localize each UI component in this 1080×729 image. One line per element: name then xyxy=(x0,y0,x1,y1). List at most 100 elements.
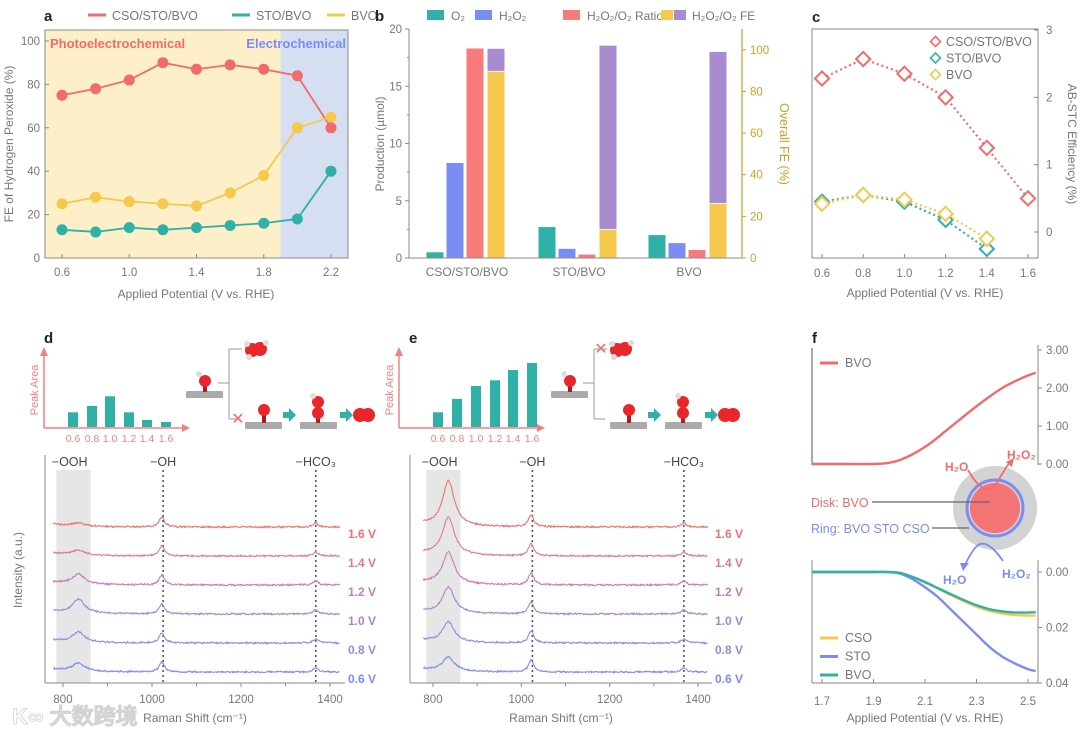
panel-b: CSO/STO/BVO STO/BVO BVO 0 5 10 15 20 0 20 40 60 80 10… xyxy=(373,8,791,279)
x-tick-label: 1.4 xyxy=(979,268,996,280)
data-point xyxy=(224,187,236,199)
data-point xyxy=(191,63,202,75)
data-point xyxy=(325,122,337,134)
x-tick-label: 1000 xyxy=(509,694,535,706)
x-tick-label: BVO xyxy=(676,265,701,279)
y-tick-label: 2.00 xyxy=(1046,383,1068,395)
arrow-icon xyxy=(1006,458,1014,467)
data-point xyxy=(56,224,68,236)
potential-label: 1.4 V xyxy=(348,556,376,570)
series-line xyxy=(821,193,988,250)
legend-swatch xyxy=(661,10,673,20)
inset-bar xyxy=(105,396,115,427)
x-tick-label: 2.1 xyxy=(917,696,933,708)
arrow-icon xyxy=(340,408,353,422)
region-label: Electrochemical xyxy=(246,36,346,51)
panel-letter: b xyxy=(375,8,384,25)
h2o-label: H₂O xyxy=(945,460,968,474)
arrow-icon xyxy=(537,424,545,432)
data-point xyxy=(291,70,303,82)
data-point xyxy=(123,196,135,208)
legend-swatch xyxy=(427,10,444,20)
y2-tick-label: 100 xyxy=(750,45,769,57)
potential-label: 1.4 V xyxy=(715,556,743,570)
surface-slab xyxy=(300,422,337,429)
panel-letter: f xyxy=(812,330,818,347)
x-tick-label: 1.6 xyxy=(1020,268,1036,280)
arrow-icon xyxy=(40,347,48,356)
x-tick-label: 0.8 xyxy=(855,268,871,280)
oxygen-atom xyxy=(623,404,635,416)
arrow-icon xyxy=(648,408,661,422)
region-label: Photoelectrochemical xyxy=(50,36,185,51)
data-point xyxy=(258,217,270,229)
bond xyxy=(262,412,266,423)
raman-spectrum xyxy=(52,660,340,674)
bar xyxy=(558,248,576,258)
legend-label: CSO/STO/BVO xyxy=(112,9,198,23)
disk-label: Disk: BVO xyxy=(811,496,869,510)
inset-tick-label: 1.0 xyxy=(103,433,118,445)
inset-tick-label: 1.4 xyxy=(140,433,155,445)
y-tick-label: 1.00 xyxy=(1046,421,1068,433)
legend-label: H₂O₂ xyxy=(499,9,527,23)
legend-label: BVO xyxy=(845,668,872,682)
y-tick-label: 60 xyxy=(27,123,40,135)
y-axis-title: Production (µmol) xyxy=(373,97,387,192)
x-axis-title: Applied Potential (V vs. RHE) xyxy=(118,287,275,301)
inset-tick-label: 0.8 xyxy=(450,433,465,445)
potential-label: 1.6 V xyxy=(715,527,743,541)
hydrogen-atom xyxy=(196,371,202,377)
raman-spectrum xyxy=(423,585,708,616)
peak-label: −OH xyxy=(519,455,545,469)
reaction-scheme: ✕ xyxy=(186,340,375,429)
y2-tick-label: 40 xyxy=(750,170,763,182)
data-point xyxy=(90,83,102,95)
ring-current-curve xyxy=(811,570,1036,614)
inset-bar xyxy=(87,405,97,427)
data-point xyxy=(325,111,337,123)
x-tick-label: 0.6 xyxy=(54,267,70,279)
inset-bar xyxy=(490,380,500,427)
legend-label: BVO xyxy=(946,68,973,82)
peak-label: −OH xyxy=(150,455,176,469)
surface-slab xyxy=(551,391,588,398)
y-tick-label: 0.04 xyxy=(1046,678,1069,690)
hydrogen-atom xyxy=(561,371,567,377)
hydrogen-atom xyxy=(244,341,250,347)
x-tick-label: 1400 xyxy=(685,694,711,706)
bar xyxy=(668,243,686,258)
bar-o2-fe xyxy=(709,51,727,204)
data-point xyxy=(813,69,831,87)
y-axis-title: Intensity (a.u.) xyxy=(11,532,25,608)
oxygen-atom xyxy=(677,396,689,408)
oxygen-atom xyxy=(253,342,267,356)
region-electrochemical xyxy=(280,30,348,258)
disk-electrode xyxy=(970,483,1020,533)
inset-tick-label: 0.6 xyxy=(431,433,446,445)
oxygen-atom xyxy=(618,342,632,356)
x-tick-label: 800 xyxy=(423,694,442,706)
inset-bar xyxy=(68,412,78,427)
inset-tick-label: 1.6 xyxy=(159,433,174,445)
potential-label: 1.2 V xyxy=(715,585,743,599)
legend-marker xyxy=(929,68,942,81)
bond xyxy=(203,384,207,392)
ring-electrode xyxy=(965,478,1025,538)
raman-spectrum xyxy=(422,550,708,587)
y-tick-label: 80 xyxy=(27,79,40,91)
surface-slab xyxy=(186,391,223,398)
inset-bar xyxy=(142,419,152,427)
potential-label: 1.2 V xyxy=(348,585,376,599)
y-tick-label: 20 xyxy=(27,210,40,222)
inset-bar xyxy=(471,386,481,427)
y2-axis-title: Overall FE (%) xyxy=(777,103,791,185)
inset-bar xyxy=(161,421,171,427)
legend-label: STO/BVO xyxy=(946,52,1002,66)
data-point xyxy=(258,63,270,75)
y-tick-label: 20 xyxy=(389,24,402,36)
potential-label: 1.0 V xyxy=(715,614,743,628)
oxygen-atom xyxy=(258,404,270,416)
potential-label: 0.6 V xyxy=(348,672,376,686)
x-axis-title: Applied Potential (V vs. RHE) xyxy=(847,286,1004,300)
